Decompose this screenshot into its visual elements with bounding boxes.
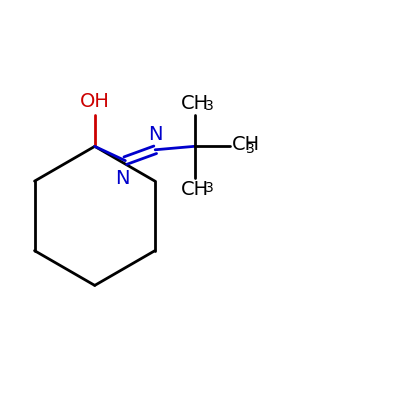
Text: CH: CH	[232, 135, 260, 154]
Text: CH: CH	[181, 180, 209, 199]
Text: OH: OH	[80, 92, 110, 111]
Text: 3: 3	[246, 142, 255, 156]
Text: N: N	[148, 125, 162, 144]
Text: CH: CH	[181, 94, 209, 112]
Text: 3: 3	[205, 99, 214, 113]
Text: 3: 3	[205, 181, 214, 195]
Text: N: N	[115, 168, 130, 188]
